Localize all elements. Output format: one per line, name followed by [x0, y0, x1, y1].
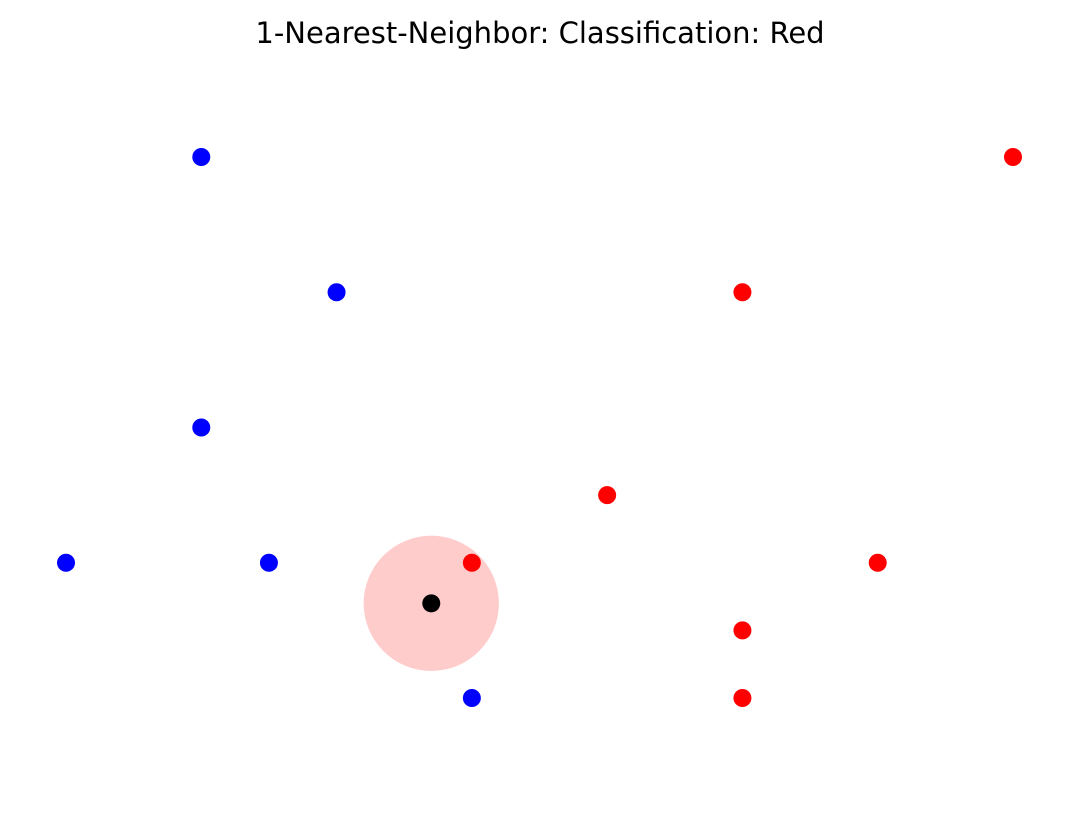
red-point-7	[733, 689, 752, 707]
red-point-6	[733, 621, 752, 640]
red-point-1	[1004, 148, 1022, 166]
red-point-2	[733, 283, 752, 302]
query-point	[422, 594, 441, 613]
blue-point-1	[192, 148, 211, 166]
points-layer	[57, 148, 1022, 707]
blue-point-5	[259, 553, 278, 572]
query-layer	[422, 594, 441, 613]
red-point-3	[598, 486, 617, 505]
red-point-4	[462, 553, 481, 572]
blue-point-4	[57, 553, 75, 572]
blue-point-2	[327, 283, 346, 302]
blue-point-6	[462, 689, 481, 707]
blue-point-3	[192, 418, 211, 437]
chart-title: 1-Nearest-Neighbor: Classification: Red	[255, 16, 825, 50]
red-point-5	[868, 553, 887, 572]
